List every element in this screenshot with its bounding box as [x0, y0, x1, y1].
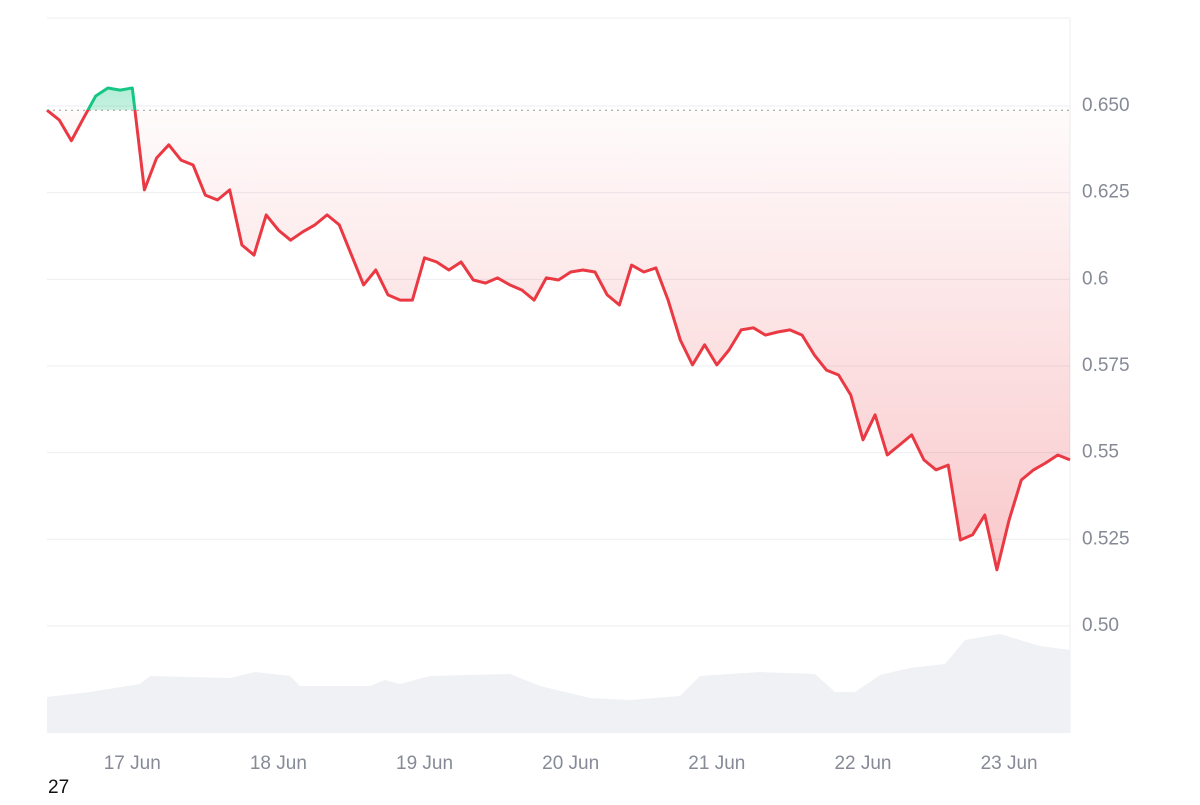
y-tick-label: 0.50 — [1082, 615, 1119, 636]
area-fill — [47, 88, 1070, 570]
y-tick-label: 0.525 — [1082, 528, 1130, 549]
x-tick-label: 23 Jun — [981, 753, 1038, 774]
x-tick-label: 21 Jun — [688, 753, 745, 774]
price-line — [46, 86, 1071, 572]
x-tick-label: 19 Jun — [396, 753, 453, 774]
y-tick-label: 0.55 — [1082, 442, 1119, 463]
x-tick-label: 18 Jun — [250, 753, 307, 774]
y-tick-label: 0.6 — [1082, 268, 1108, 289]
y-tick-label: 0.650 — [1082, 95, 1130, 116]
x-tick-label: 20 Jun — [542, 753, 599, 774]
volume-area — [47, 634, 1070, 733]
x-tick-label: 17 Jun — [104, 753, 161, 774]
y-tick-label: 0.575 — [1082, 355, 1130, 376]
y-tick-label: 0.625 — [1082, 182, 1130, 203]
x-tick-label: 22 Jun — [834, 753, 891, 774]
footer-label: 27 — [48, 777, 69, 798]
